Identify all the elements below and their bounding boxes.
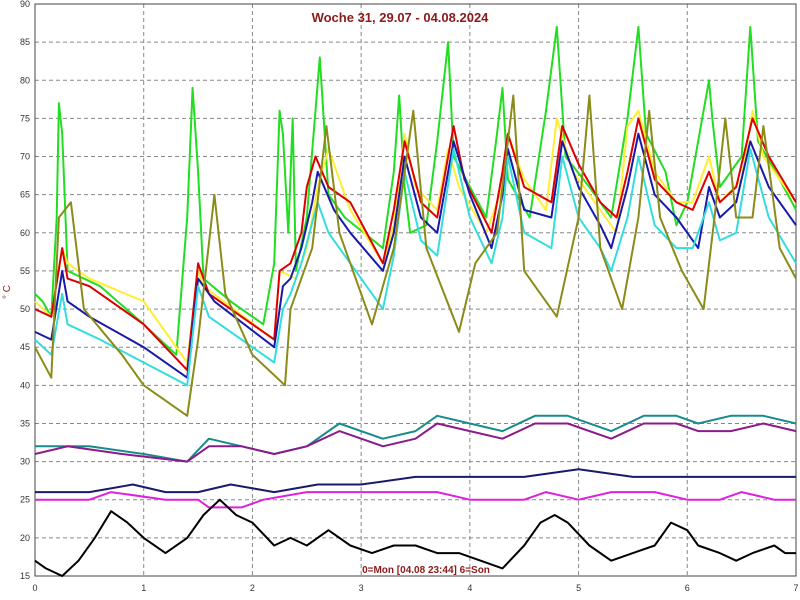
series-line-1 (34, 25, 797, 356)
plot-frame (34, 3, 797, 577)
y-tick-label: 20 (20, 533, 30, 543)
series-line-9 (35, 468, 796, 494)
y-tick-label: 80 (20, 75, 30, 85)
x-tick-label: 5 (576, 583, 581, 593)
y-tick-label: 55 (20, 266, 30, 276)
series-lines (34, 25, 797, 577)
chart-title: Woche 31, 29.07 - 04.08.2024 (312, 10, 490, 25)
series-line-11 (34, 498, 796, 577)
series-line-7 (35, 414, 797, 463)
series-line-6 (34, 94, 797, 417)
y-tick-label: 45 (20, 342, 30, 352)
y-tick-label: 30 (20, 457, 30, 467)
x-tick-label: 2 (250, 583, 255, 593)
x-tick-label: 7 (793, 583, 798, 593)
x-tick-label: 1 (141, 583, 146, 593)
x-tick-label: 3 (359, 583, 364, 593)
y-tick-label: 40 (20, 380, 30, 390)
y-tick-label: 85 (20, 37, 30, 47)
y-tick-label: 50 (20, 304, 30, 314)
series-line-5 (34, 147, 797, 387)
time-annotation: 0=Mon [04.08 23:44] 6=Son (362, 565, 490, 576)
y-tick-label: 90 (20, 0, 30, 9)
series-line-8 (34, 422, 797, 463)
x-tick-label: 0 (32, 583, 37, 593)
y-tick-label: 60 (20, 228, 30, 238)
y-axis-label: ° C (2, 285, 13, 299)
x-tick-label: 4 (467, 583, 472, 593)
axes (34, 3, 797, 577)
y-tick-label: 75 (20, 113, 30, 123)
y-tick-label: 35 (20, 418, 30, 428)
series-line-10 (35, 491, 796, 509)
y-tick-label: 15 (20, 571, 30, 581)
y-tick-label: 25 (20, 495, 30, 505)
y-tick-label: 70 (20, 152, 30, 162)
series-line-3 (34, 117, 797, 372)
x-tick-label: 6 (685, 583, 690, 593)
y-tick-label: 65 (20, 190, 30, 200)
